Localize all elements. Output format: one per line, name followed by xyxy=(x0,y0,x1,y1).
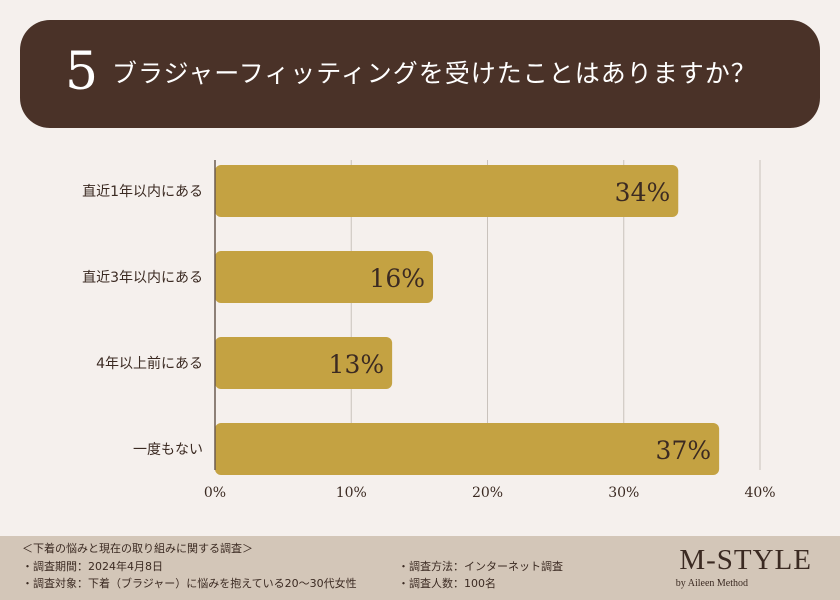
category-label: 一度もない xyxy=(133,442,203,458)
survey-method: ・調査方法：インターネット調査 xyxy=(398,560,563,573)
bar-chart: 直近1年以内にある 34% 直近3年以内にある 16% 4年以上前にある 13% 一度もない… xyxy=(82,160,776,501)
bar xyxy=(215,423,720,475)
value-label: 16% xyxy=(369,264,425,293)
value-label: 34% xyxy=(615,178,671,207)
survey-period: ・調査期間：2024年4月8日 xyxy=(22,560,163,573)
brand-tagline: by Aileen Method xyxy=(675,578,748,589)
question-number: 5 xyxy=(65,42,99,102)
x-tick-label: 30% xyxy=(608,485,639,501)
bar xyxy=(215,337,393,389)
question-header: 5 ブラジャーフィッティングを受けたことはありますか？ xyxy=(20,20,820,128)
survey-target: ・調査対象：下着（ブラジャー）に悩みを抱えている20〜30代女性 xyxy=(22,577,357,590)
x-tick-label: 0% xyxy=(204,485,226,501)
value-label: 37% xyxy=(656,436,712,465)
brand-logo: M-STYLE xyxy=(679,544,812,576)
survey-title: ＜下着の悩みと現在の取り組みに関する調査＞ xyxy=(22,542,253,555)
x-tick-label: 40% xyxy=(744,485,775,501)
x-tick-label: 20% xyxy=(472,485,503,501)
bar xyxy=(215,251,433,303)
survey-count: ・調査人数：100名 xyxy=(398,577,496,590)
value-label: 13% xyxy=(329,350,385,379)
x-tick-label: 10% xyxy=(336,485,367,501)
question-text: ブラジャーフィッティングを受けたことはありますか？ xyxy=(112,59,757,88)
category-label: 直近3年以内にある xyxy=(82,269,203,286)
bar xyxy=(215,165,679,217)
category-label: 4年以上前にある xyxy=(96,355,203,372)
category-label: 直近1年以内にある xyxy=(82,183,203,200)
survey-footer: ＜下着の悩みと現在の取り組みに関する調査＞ ・調査期間：2024年4月8日 ・調… xyxy=(0,536,840,600)
